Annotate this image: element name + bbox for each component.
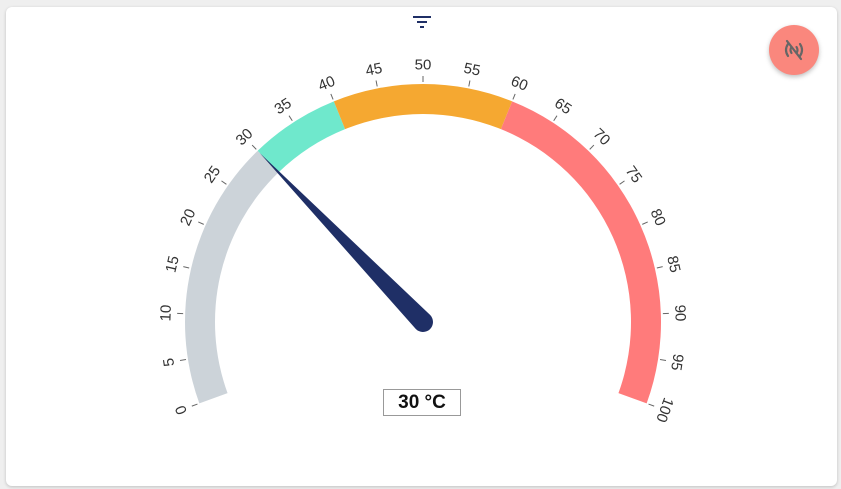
gauge-tick <box>468 80 471 87</box>
connection-toggle-button[interactable] <box>769 25 819 75</box>
gauge-tick-label: 55 <box>462 60 482 80</box>
filter-icon[interactable] <box>412 15 432 29</box>
gauge-tick <box>375 80 378 87</box>
gauge-tick <box>619 180 625 185</box>
gauge-tick <box>191 403 198 407</box>
gauge-tick <box>656 266 663 269</box>
gauge-tick <box>198 221 204 225</box>
gauge-tick-label: 75 <box>622 163 645 186</box>
gauge-tick-label: 85 <box>663 254 683 274</box>
gauge-tick <box>589 144 595 150</box>
gauge-tick-label: 65 <box>551 95 574 118</box>
gauge-tick-label: 90 <box>671 304 689 321</box>
gauge-band-0 <box>184 150 279 404</box>
gauge-tick <box>288 115 293 121</box>
gauge-band-3 <box>500 101 662 404</box>
gauge-tick-label: 35 <box>271 95 294 118</box>
gauge-tick-label: 40 <box>316 73 338 95</box>
gauge-tick <box>179 359 187 361</box>
gauge-tick-label: 15 <box>162 254 182 274</box>
gauge-tick-label: 50 <box>415 57 432 74</box>
gauge-tick-label: 25 <box>201 163 224 186</box>
gauge-tick <box>512 93 516 100</box>
gauge-tick <box>183 266 190 269</box>
gauge-tick-label: 45 <box>364 60 384 80</box>
gauge-band-1 <box>257 101 346 173</box>
gauge-tick-label: 60 <box>508 73 530 95</box>
gauge-tick <box>642 221 648 225</box>
gauge-tick-label: 5 <box>160 357 178 368</box>
gauge-tick <box>553 115 558 121</box>
gauge-tick <box>330 93 334 100</box>
gauge-tick-label: 0 <box>172 403 191 417</box>
gauge-tick <box>659 359 667 361</box>
gauge-tick <box>251 144 257 150</box>
gauge-needle <box>259 152 433 332</box>
gauge-tick <box>221 180 227 185</box>
gauge-tick-label: 95 <box>667 353 686 372</box>
gauge-tick-label: 80 <box>647 206 669 228</box>
gauge-tick-label: 20 <box>177 206 199 228</box>
gauge-band-2 <box>333 84 513 130</box>
gauge-tick-label: 100 <box>652 395 677 424</box>
signal-off-icon <box>784 39 804 61</box>
gauge-tick <box>648 403 655 407</box>
gauge-tick-label: 10 <box>157 304 175 321</box>
gauge-value: 30 °C <box>383 389 461 416</box>
